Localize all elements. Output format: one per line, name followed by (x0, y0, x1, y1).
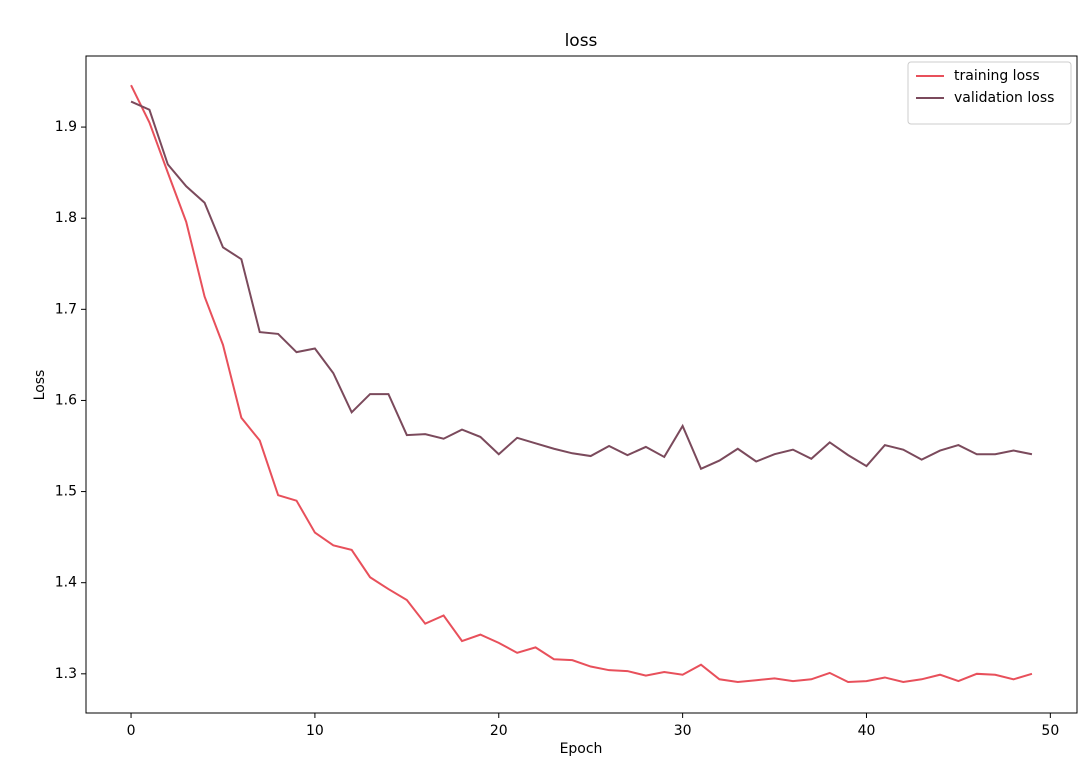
data-line (130, 100, 1033, 471)
x-tick-label: 20 (490, 723, 508, 739)
y-tick-label: 1.4 (55, 575, 77, 591)
legend-label: training loss (954, 68, 1040, 84)
plot-frame (85, 55, 1078, 714)
y-tick-label: 1.6 (55, 392, 77, 408)
x-tick-label: 50 (1041, 723, 1059, 739)
x-tick-label: 10 (306, 723, 324, 739)
y-tick-label: 1.7 (55, 301, 77, 317)
x-tick-label: 40 (858, 723, 876, 739)
y-axis-label: Loss (32, 370, 48, 401)
legend-box (907, 61, 1072, 125)
y-tick-label: 1.5 (55, 484, 77, 500)
data-line (130, 84, 1033, 684)
y-tick-label: 1.3 (55, 666, 77, 682)
x-tick-label: 0 (127, 723, 136, 739)
x-tick-label: 30 (674, 723, 692, 739)
y-tick-label: 1.9 (55, 119, 77, 135)
chart-title: loss (565, 31, 598, 51)
x-axis-label: Epoch (560, 741, 603, 757)
y-tick-label: 1.8 (55, 210, 77, 226)
legend-label: validation loss (954, 90, 1054, 106)
